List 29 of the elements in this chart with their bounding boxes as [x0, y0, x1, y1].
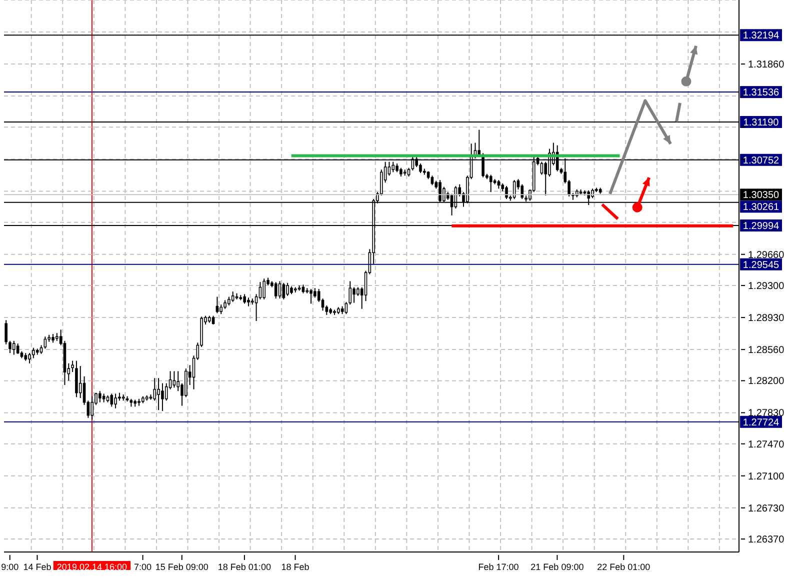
x-tick-label: Feb 17:00: [478, 562, 519, 572]
y-tick-label: 1.31860: [748, 60, 785, 71]
x-tick-label: 22 Feb 01:00: [597, 562, 650, 572]
y-tick-label: 1.27100: [748, 471, 785, 482]
ref-line-label: 1.30752: [742, 155, 780, 166]
ref-line-label: 1.31190: [743, 117, 780, 128]
ref-line-label: 1.31536: [742, 88, 780, 99]
ref-line-label: 1.29545: [742, 260, 780, 271]
y-tick-label: 1.28930: [748, 313, 785, 324]
y-tick-label: 1.29300: [748, 281, 785, 292]
ref-line-label: 1.30261: [742, 202, 780, 214]
x-tick-label: 18 Feb 01:00: [218, 562, 271, 572]
y-tick-label: 1.28560: [748, 345, 785, 356]
ref-line-label: 1.27724: [742, 417, 780, 428]
x-tick-label: 2019.02.14 16:00: [56, 562, 128, 572]
y-tick-label: 1.26370: [748, 534, 785, 546]
x-tick-label: 18 Feb: [281, 562, 310, 572]
x-tick-label: 15 Feb 09:00: [155, 562, 208, 572]
ref-line-label: 1.32194: [742, 30, 780, 42]
ref-line-label: 1.29994: [742, 220, 780, 232]
ref-line-label: 1.30350: [742, 190, 780, 202]
x-tick-label: 14 Feb: [23, 562, 52, 572]
y-tick-label: 1.28200: [748, 376, 785, 388]
y-tick-label: 1.26730: [748, 503, 785, 514]
x-tick-label: 7:00: [134, 562, 152, 572]
y-tick-label: 1.29660: [748, 250, 785, 261]
y-tick-label: 1.27470: [748, 439, 785, 450]
x-tick-label: 21 Feb 09:00: [530, 562, 584, 572]
x-tick-label: 9:00: [1, 562, 19, 572]
